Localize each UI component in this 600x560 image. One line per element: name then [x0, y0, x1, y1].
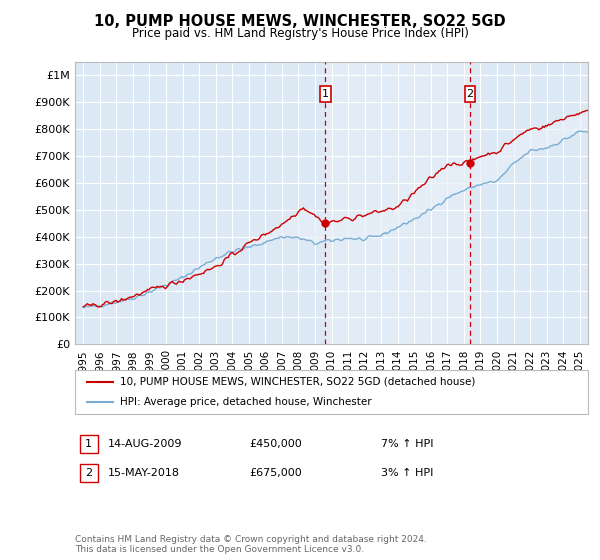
Text: 10, PUMP HOUSE MEWS, WINCHESTER, SO22 5GD (detached house): 10, PUMP HOUSE MEWS, WINCHESTER, SO22 5G… [120, 377, 475, 387]
Text: 3% ↑ HPI: 3% ↑ HPI [381, 468, 433, 478]
FancyBboxPatch shape [465, 86, 475, 102]
Text: Price paid vs. HM Land Registry's House Price Index (HPI): Price paid vs. HM Land Registry's House … [131, 27, 469, 40]
Text: 14-AUG-2009: 14-AUG-2009 [108, 439, 182, 449]
Text: £450,000: £450,000 [249, 439, 302, 449]
FancyBboxPatch shape [320, 86, 331, 102]
Text: HPI: Average price, detached house, Winchester: HPI: Average price, detached house, Winc… [120, 397, 371, 407]
Text: £675,000: £675,000 [249, 468, 302, 478]
Text: 10, PUMP HOUSE MEWS, WINCHESTER, SO22 5GD: 10, PUMP HOUSE MEWS, WINCHESTER, SO22 5G… [94, 14, 506, 29]
Bar [325, 62, 470, 344]
Text: 1: 1 [322, 89, 329, 99]
Text: 2: 2 [466, 89, 473, 99]
Text: Contains HM Land Registry data © Crown copyright and database right 2024.
This d: Contains HM Land Registry data © Crown c… [75, 535, 427, 554]
Text: 15-MAY-2018: 15-MAY-2018 [108, 468, 180, 478]
Text: 1: 1 [85, 439, 92, 449]
Text: 2: 2 [85, 468, 92, 478]
Text: 7% ↑ HPI: 7% ↑ HPI [381, 439, 433, 449]
